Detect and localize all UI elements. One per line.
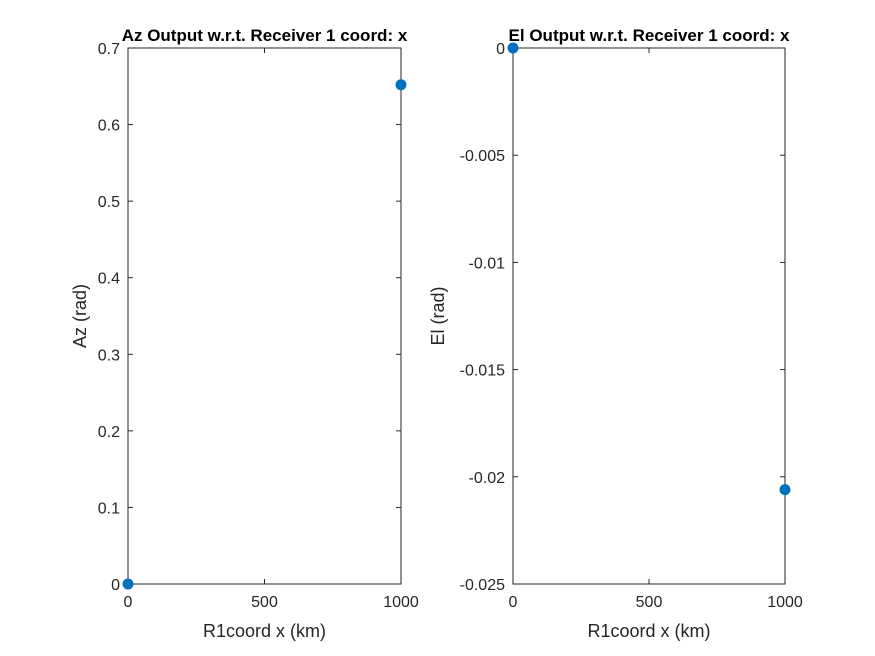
az-ytick-label: 0.3 xyxy=(98,347,120,364)
az-plot: 0 500 1000 0 0.1 0.2 0.3 0.4 0.5 0.6 0.7 Az Output… xyxy=(70,26,419,641)
az-xlabel: R1coord x (km) xyxy=(203,621,326,641)
az-ytick-label: 0.7 xyxy=(98,41,120,58)
el-ytick-label: -0.025 xyxy=(460,577,505,594)
el-ytick-label: -0.02 xyxy=(469,470,506,487)
az-axes-box xyxy=(127,47,402,585)
el-ytick-label: 0 xyxy=(496,41,505,58)
el-xtick-label: 1000 xyxy=(767,594,803,611)
el-xtick-label: 500 xyxy=(636,594,663,611)
az-xtick-label: 0 xyxy=(124,594,133,611)
az-data-point xyxy=(122,578,134,590)
el-plot: 0 500 1000 -0.025 -0.02 -0.015 -0.01 -0.005 0 El… xyxy=(428,26,803,641)
el-ytick-label: -0.005 xyxy=(460,148,505,165)
el-ytick-label: -0.01 xyxy=(469,255,506,272)
az-points xyxy=(122,79,407,590)
az-ytick-label: 0 xyxy=(111,577,120,594)
az-ytick-label: 0.4 xyxy=(98,271,120,288)
az-ytick-label: 0.2 xyxy=(98,424,120,441)
az-data-point xyxy=(395,79,407,91)
el-data-point xyxy=(779,484,791,496)
az-xtick-label: 1000 xyxy=(383,594,419,611)
el-xtick-label: 0 xyxy=(509,594,518,611)
az-ytick-label: 0.6 xyxy=(98,118,120,135)
el-points xyxy=(507,42,791,496)
el-axes-box xyxy=(512,47,786,585)
az-ylabel: Az (rad) xyxy=(70,284,90,348)
az-ytick-label: 0.5 xyxy=(98,194,120,211)
az-xtick-label: 500 xyxy=(251,594,278,611)
az-ytick-label: 0.1 xyxy=(98,500,120,517)
el-ytick-label: -0.015 xyxy=(460,363,505,380)
az-title: Az Output w.r.t. Receiver 1 coord: x xyxy=(122,26,408,45)
el-data-point xyxy=(507,42,519,54)
el-xlabel: R1coord x (km) xyxy=(587,621,710,641)
el-ticks: 0 500 1000 -0.025 -0.02 -0.015 -0.01 -0.005 0 xyxy=(460,41,803,611)
el-title: El Output w.r.t. Receiver 1 coord: x xyxy=(509,26,790,45)
el-ylabel: El (rad) xyxy=(428,286,448,345)
az-ticks: 0 500 1000 0 0.1 0.2 0.3 0.4 0.5 0.6 0.7 xyxy=(98,41,419,611)
